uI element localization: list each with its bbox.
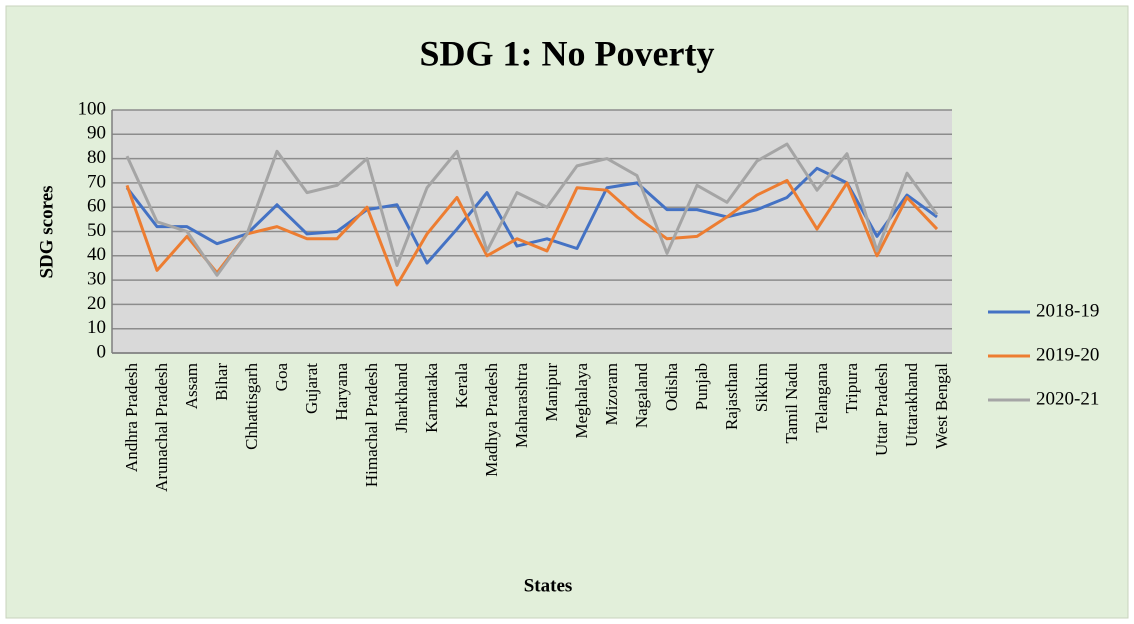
y-tick-label: 30: [87, 268, 106, 289]
y-tick-label: 50: [87, 220, 106, 241]
y-tick-label: 10: [87, 317, 106, 338]
x-tick-label: Punjab: [692, 363, 711, 410]
x-tick-label: Kerala: [452, 363, 471, 409]
y-axis-label: SDG scores: [36, 185, 57, 278]
x-tick-label: Madhya Pradesh: [482, 363, 501, 477]
series-line: [125, 178, 939, 287]
legend-label: 2020-21: [1036, 388, 1099, 409]
y-tick-label: 80: [87, 147, 106, 168]
x-tick-label: Gujarat: [302, 363, 321, 414]
x-tick-label: West Bengal: [932, 363, 951, 449]
x-tick-label: Haryana: [332, 363, 351, 421]
x-tick-label: Karnataka: [422, 363, 441, 433]
y-tick-label: 100: [78, 98, 107, 119]
y-tick-label: 60: [87, 196, 106, 217]
x-tick-label: Chhattisgarh: [242, 363, 261, 450]
x-tick-label: Andhra Pradesh: [122, 363, 141, 473]
y-tick-label: 40: [87, 244, 106, 265]
x-tick-label: Tripura: [842, 363, 861, 414]
y-tick-label: 70: [87, 171, 106, 192]
x-tick-label: Arunachal Pradesh: [152, 363, 171, 492]
x-tick-label: Nagaland: [632, 363, 651, 429]
legend-label: 2019-20: [1036, 344, 1099, 365]
y-tick-label: 0: [97, 341, 107, 362]
x-tick-label: Assam: [182, 363, 201, 409]
x-tick-label: Odisha: [662, 363, 681, 412]
x-tick-label: Himachal Pradesh: [362, 363, 381, 488]
series-line: [125, 166, 938, 265]
x-axis-label: States: [524, 575, 573, 596]
x-tick-label: Tamil Nadu: [782, 363, 801, 444]
x-tick-label: Jharkhand: [392, 363, 411, 433]
y-tick-label: 90: [87, 123, 106, 144]
x-tick-label: Uttarakhand: [902, 363, 921, 448]
series-line: [125, 142, 939, 277]
chart-title: SDG 1: No Poverty: [420, 33, 715, 73]
y-tick-label: 20: [87, 293, 106, 314]
x-tick-label: Sikkim: [752, 363, 771, 412]
x-tick-label: Bihar: [212, 363, 231, 401]
x-tick-label: Uttar Pradesh: [872, 363, 891, 457]
x-tick-label: Mizoram: [602, 363, 621, 425]
legend-label: 2018-19: [1036, 300, 1099, 321]
x-tick-label: Maharashtra: [512, 363, 531, 448]
x-tick-label: Meghalaya: [572, 363, 591, 439]
x-tick-label: Rajasthan: [722, 363, 741, 431]
x-tick-label: Telangana: [812, 363, 831, 433]
x-tick-label: Goa: [272, 363, 291, 392]
x-tick-label: Manipur: [542, 363, 561, 422]
